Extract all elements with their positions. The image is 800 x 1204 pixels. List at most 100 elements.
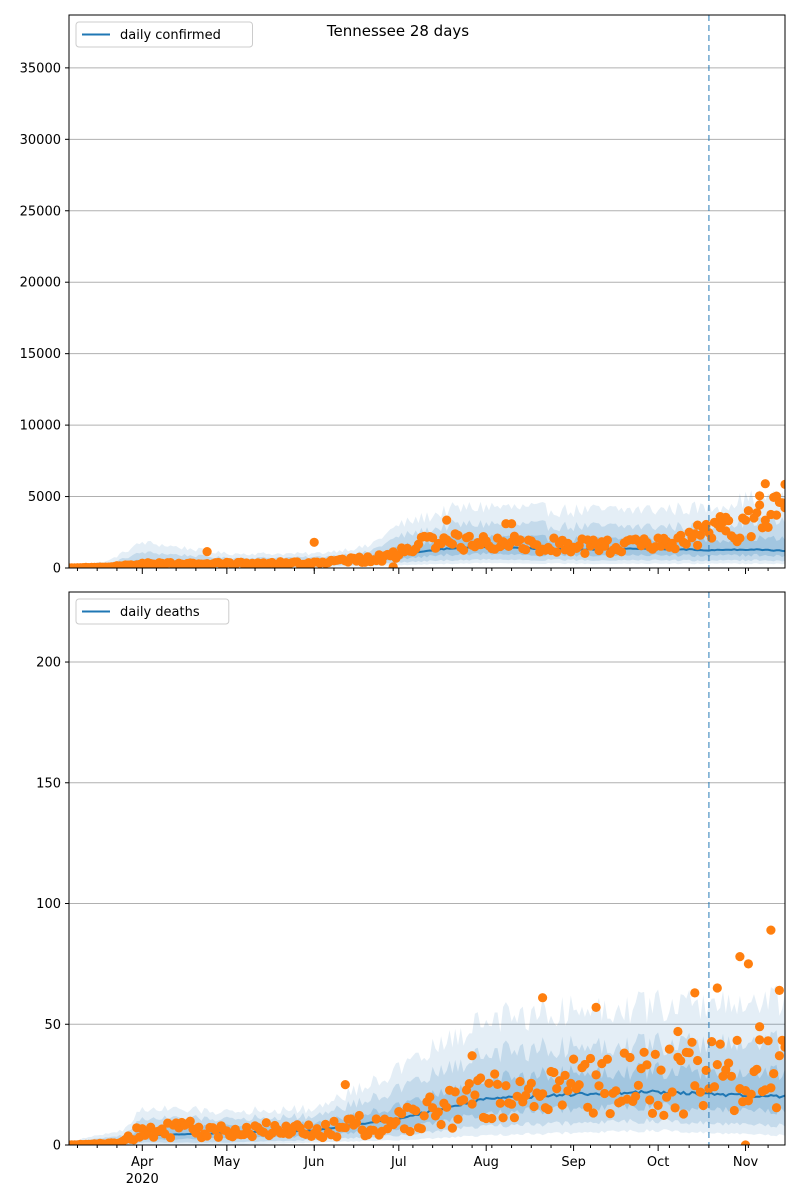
observed-point	[656, 1065, 666, 1075]
observed-point	[538, 993, 548, 1003]
observed-point	[165, 1133, 176, 1143]
observed-point	[740, 1140, 751, 1145]
observed-point	[484, 1078, 494, 1088]
observed-point	[659, 1110, 669, 1120]
observed-point	[512, 1091, 522, 1101]
observed-point	[507, 1099, 517, 1109]
observed-point	[552, 547, 562, 557]
y-tick-label: 30000	[20, 133, 61, 148]
observed-point	[563, 1086, 573, 1096]
observed-point	[476, 1073, 486, 1083]
observed-point	[735, 952, 745, 962]
observed-point	[774, 1051, 785, 1061]
observed-point	[436, 1119, 446, 1130]
observed-point	[712, 983, 722, 993]
legend-label: daily confirmed	[120, 28, 221, 43]
observed-point	[442, 1102, 452, 1112]
observed-point	[583, 1102, 593, 1112]
observed-point	[611, 1086, 621, 1096]
observed-point	[605, 1109, 615, 1119]
observed-point	[459, 1095, 469, 1105]
observed-point	[673, 1026, 683, 1037]
observed-point	[681, 539, 691, 549]
observed-point	[709, 1082, 720, 1092]
legend-box	[75, 598, 230, 625]
y-tick-label: 100	[36, 897, 61, 912]
observed-point	[602, 1054, 613, 1064]
observed-point	[419, 1111, 429, 1121]
observed-point	[639, 1047, 649, 1057]
observed-point	[405, 1126, 415, 1137]
observed-point	[569, 1054, 579, 1064]
x-tick-label: Apr	[131, 1155, 154, 1170]
observed-point	[678, 1109, 689, 1119]
observed-point	[755, 491, 765, 501]
y-tick-label: 25000	[20, 204, 61, 219]
observed-point	[447, 1123, 457, 1133]
observed-point	[771, 510, 782, 520]
observed-point	[594, 1081, 604, 1091]
observed-point	[591, 1070, 601, 1080]
observed-point	[743, 959, 754, 969]
figure-title: Tennessee 28 days	[326, 22, 469, 40]
observed-point	[670, 1103, 680, 1113]
observed-point	[755, 500, 765, 510]
observed-point	[777, 1035, 785, 1045]
observed-point	[442, 515, 452, 525]
observed-point	[329, 1116, 339, 1126]
plot-area	[69, 479, 785, 568]
observed-point	[450, 1087, 460, 1097]
observed-point	[560, 1070, 570, 1080]
observed-point	[698, 1100, 708, 1111]
observed-point	[467, 1051, 477, 1061]
observed-point	[538, 1089, 548, 1099]
observed-point	[695, 1087, 706, 1097]
legend-box	[75, 21, 253, 48]
observed-point	[391, 1117, 401, 1127]
observed-point	[693, 1055, 703, 1066]
x-tick-label: May	[213, 1155, 240, 1170]
observed-point	[351, 1118, 362, 1128]
plot-area	[69, 925, 785, 1145]
observed-point	[552, 1084, 562, 1094]
observed-point	[755, 1022, 765, 1032]
legend: daily deaths	[75, 598, 230, 625]
x-tick-label: Nov	[733, 1155, 759, 1170]
observed-point	[774, 985, 785, 996]
observed-point	[752, 1064, 762, 1074]
observed-point	[600, 1088, 610, 1099]
observed-point	[411, 1106, 421, 1116]
observed-point	[763, 522, 773, 533]
x-tick-label: Jul	[390, 1155, 407, 1170]
observed-point	[509, 1113, 519, 1123]
chart-panel-deaths: 0 50 100 150 200 Apr 2020 May Jun Jul Aug Sep Oct Nov…	[36, 591, 786, 1187]
observed-point	[664, 1044, 675, 1054]
y-tick-label: 150	[36, 776, 61, 791]
observed-point	[320, 1119, 331, 1129]
observed-point	[453, 1114, 463, 1124]
observed-point	[763, 1036, 773, 1046]
observed-point	[194, 1122, 204, 1132]
x-tick-sublabel: 2020	[126, 1172, 159, 1187]
observed-point	[202, 1131, 212, 1141]
observed-point	[690, 1081, 700, 1091]
observed-point	[428, 533, 438, 543]
observed-point	[735, 533, 745, 543]
observed-point	[521, 545, 531, 555]
observed-point	[332, 1132, 342, 1142]
y-tick-label: 5000	[28, 490, 61, 505]
observed-point	[653, 1100, 663, 1110]
observed-point	[647, 1108, 658, 1118]
observed-point	[642, 1060, 652, 1070]
axes-frame	[68, 591, 786, 1146]
observed-point	[397, 1109, 407, 1119]
observed-point	[388, 562, 398, 568]
observed-point	[780, 479, 785, 489]
observed-point	[760, 479, 770, 489]
observed-point	[740, 515, 751, 525]
y-tick-label: 0	[53, 562, 61, 577]
observed-point	[591, 1002, 601, 1013]
observed-point	[490, 1069, 500, 1079]
observed-point	[425, 1092, 435, 1102]
